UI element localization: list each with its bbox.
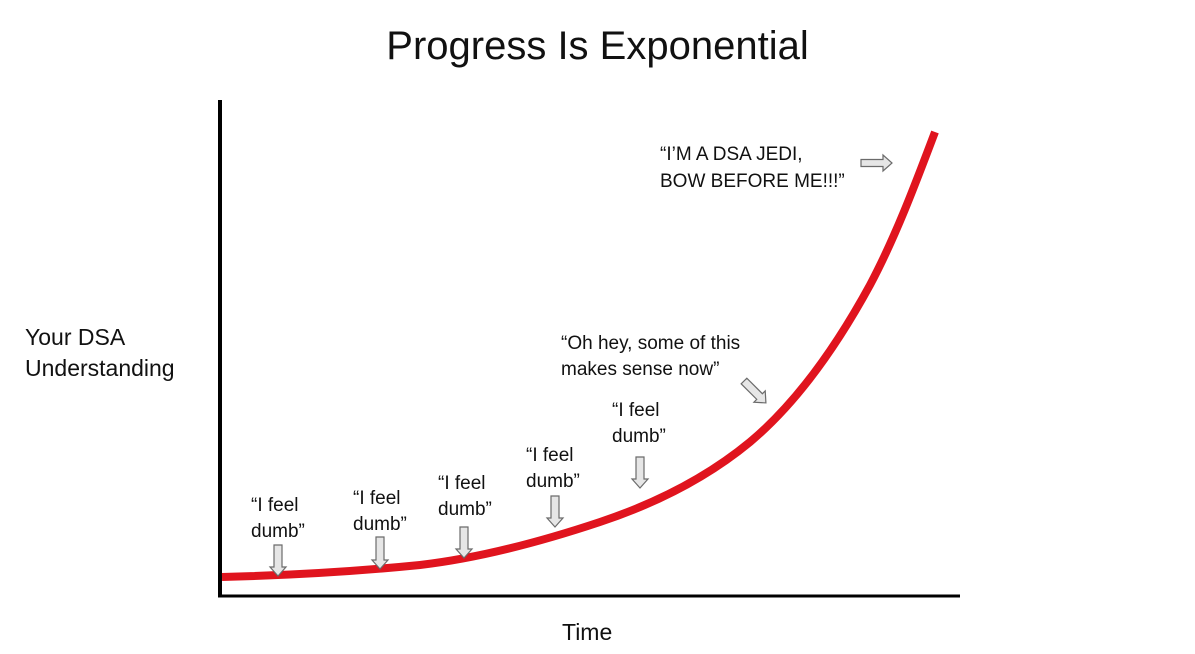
arrow-down-icon xyxy=(454,526,474,559)
annotation-i-feel-dumb-1: “I feel dumb” xyxy=(251,495,305,542)
annotation-i-feel-dumb-4: “I feel dumb” xyxy=(526,445,580,492)
annotation-makes-sense: “Oh hey, some of this makes sense now” xyxy=(561,333,741,380)
x-axis-label: Time xyxy=(562,619,613,645)
y-axis-label: Your DSA Understanding xyxy=(25,324,175,381)
annotation-dsa-jedi: “I’M A DSA JEDI, BOW BEFORE ME!!!” xyxy=(660,144,845,192)
arrow-down-icon xyxy=(370,536,390,570)
arrow-right-icon xyxy=(860,153,893,173)
annotation-i-feel-dumb-5: “I feel dumb” xyxy=(612,400,666,447)
arrow-down-right-icon xyxy=(740,377,767,404)
annotation-i-feel-dumb-2: “I feel dumb” xyxy=(353,488,407,535)
arrow-down-icon xyxy=(545,495,565,528)
exponential-curve xyxy=(221,130,939,581)
annotation-i-feel-dumb-3: “I feel dumb” xyxy=(438,473,492,520)
axes xyxy=(218,100,960,598)
arrow-down-icon xyxy=(268,544,288,577)
chart-title: Progress Is Exponential xyxy=(386,24,809,68)
arrow-down-icon xyxy=(630,456,650,489)
